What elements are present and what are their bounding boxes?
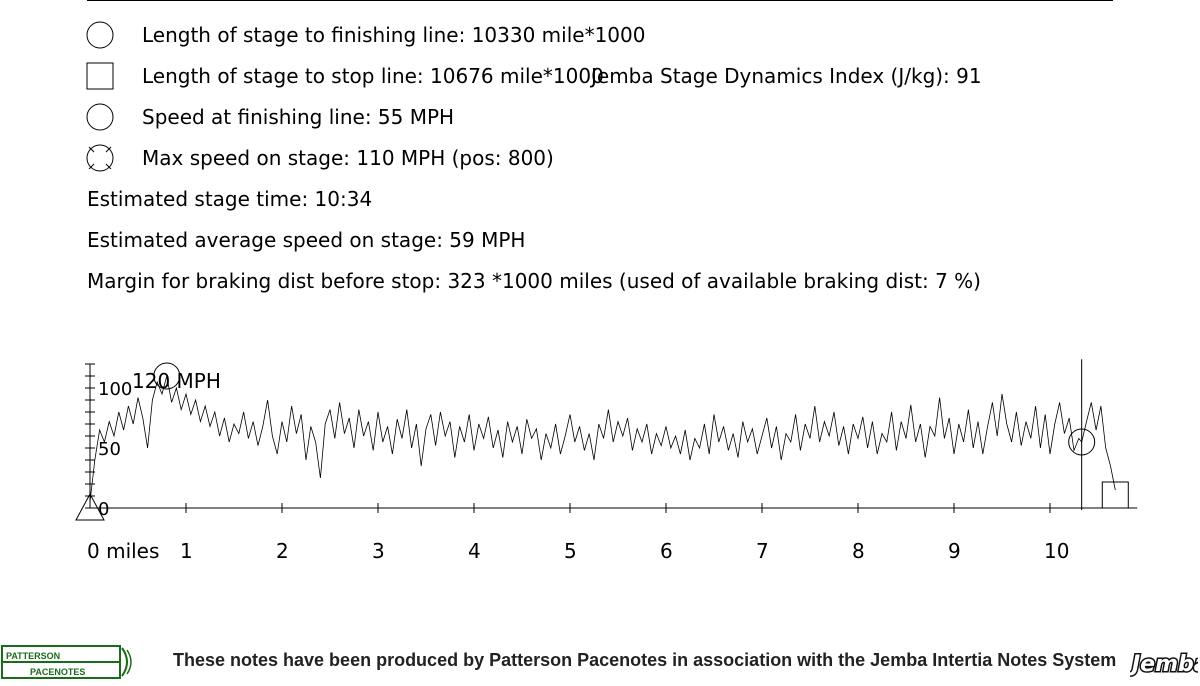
x-tick-label: 2 xyxy=(276,539,289,563)
x-tick-label: 0 miles xyxy=(87,539,159,563)
x-tick-label: 6 xyxy=(660,539,673,563)
footer-credit: These notes have been produced by Patter… xyxy=(173,650,1117,670)
legend-finishing-line-text: Length of stage to finishing line: 10330… xyxy=(142,23,646,47)
stop-line-marker xyxy=(1101,481,1129,509)
speed-series-line xyxy=(89,375,1116,503)
x-tick-label: 8 xyxy=(852,539,865,563)
y-tick-label: 50 xyxy=(98,439,121,460)
x-tick-label: 4 xyxy=(468,539,481,563)
legend-max-speed-text: Max speed on stage: 110 MPH (pos: 800) xyxy=(142,146,554,170)
max-speed-crossed-circle-icon xyxy=(85,143,115,173)
logo-left-line2: PACENOTES xyxy=(30,667,85,677)
x-tick-label: 7 xyxy=(756,539,769,563)
finishing-line-circle-icon xyxy=(85,20,115,50)
logo-right-text: Jemba xyxy=(1130,652,1198,677)
top-rule xyxy=(87,0,1113,1)
x-tick-label: 3 xyxy=(372,539,385,563)
legend-finishing-line: Length of stage to finishing line: 10330… xyxy=(85,20,645,50)
legend-stop-line: Length of stage to stop line: 10676 mile… xyxy=(85,61,604,91)
legend-stop-line-text: Length of stage to stop line: 10676 mile… xyxy=(142,64,604,88)
dynamics-index: Jemba Stage Dynamics Index (J/kg): 91 xyxy=(591,64,982,88)
y-tick-label: 100 xyxy=(98,379,132,400)
max-speed-marker xyxy=(153,362,181,390)
finish-speed-marker xyxy=(1068,428,1096,456)
jemba-logo: Jemba xyxy=(1127,646,1200,679)
finishing-speed-circle-icon xyxy=(85,102,115,132)
start-triangle-icon xyxy=(75,492,105,521)
patterson-pacenotes-logo: PATTERSON PACENOTES xyxy=(0,642,140,682)
x-tick-label: 10 xyxy=(1044,539,1069,563)
y-tick-label: 0 xyxy=(98,499,109,520)
braking-margin: Margin for braking dist before stop: 323… xyxy=(87,269,981,293)
x-tick-label: 1 xyxy=(180,539,193,563)
x-tick-label: 9 xyxy=(948,539,961,563)
legend-finishing-speed: Speed at finishing line: 55 MPH xyxy=(85,102,454,132)
legend-finishing-speed-text: Speed at finishing line: 55 MPH xyxy=(142,105,455,129)
estimated-stage-time: Estimated stage time: 10:34 xyxy=(87,187,373,211)
x-tick-label: 5 xyxy=(564,539,577,563)
stop-line-square-icon xyxy=(85,61,115,91)
estimated-average-speed: Estimated average speed on stage: 59 MPH xyxy=(87,228,526,252)
logo-left-line1: PATTERSON xyxy=(6,651,60,661)
legend-max-speed: Max speed on stage: 110 MPH (pos: 800) xyxy=(85,143,554,173)
